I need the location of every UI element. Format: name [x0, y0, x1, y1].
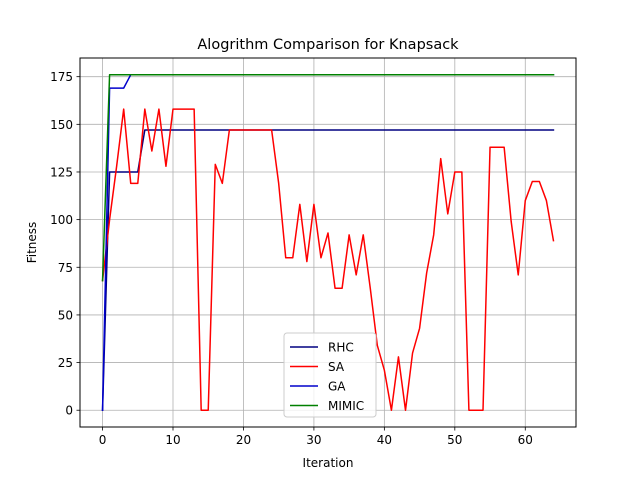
- y-tick-label: 100: [50, 213, 73, 227]
- ticks: 0 10 20 30 40 50 60 0 25 50 75 100 125 150 175: [50, 70, 533, 447]
- x-tick-label: 60: [518, 433, 533, 447]
- x-tick-label: 0: [99, 433, 107, 447]
- y-axis-title: Fitness: [25, 222, 39, 264]
- y-tick-label: 150: [50, 118, 73, 132]
- chart-title: Alogrithm Comparison for Knapsack: [197, 37, 459, 53]
- legend-label-sa: SA: [328, 360, 345, 374]
- axes-frame: [79, 57, 577, 428]
- x-axis-title: Iteration: [303, 456, 354, 470]
- series-line-mimic: [101, 74, 555, 282]
- y-tick-label: 0: [65, 404, 73, 418]
- y-tick-label: 25: [58, 356, 73, 370]
- series-line-rhc: [101, 129, 555, 412]
- grid: [80, 58, 576, 427]
- x-tick-label: 10: [165, 433, 180, 447]
- x-tick-label: 40: [377, 433, 392, 447]
- y-tick-label: 75: [58, 261, 73, 275]
- legend-label-mimic: MIMIC: [328, 399, 364, 413]
- x-tick-label: 50: [447, 433, 462, 447]
- series-line-sa: [101, 108, 555, 411]
- x-tick-label: 20: [236, 433, 251, 447]
- legend: RHC SA GA MIMIC: [283, 332, 377, 418]
- y-tick-label: 175: [50, 70, 73, 84]
- legend-label-rhc: RHC: [328, 341, 354, 355]
- x-tick-label: 30: [306, 433, 321, 447]
- y-tick-label: 125: [50, 165, 73, 179]
- series-lines: [101, 74, 555, 412]
- legend-box: [283, 332, 377, 418]
- legend-label-ga: GA: [328, 380, 346, 394]
- y-tick-label: 50: [58, 308, 73, 322]
